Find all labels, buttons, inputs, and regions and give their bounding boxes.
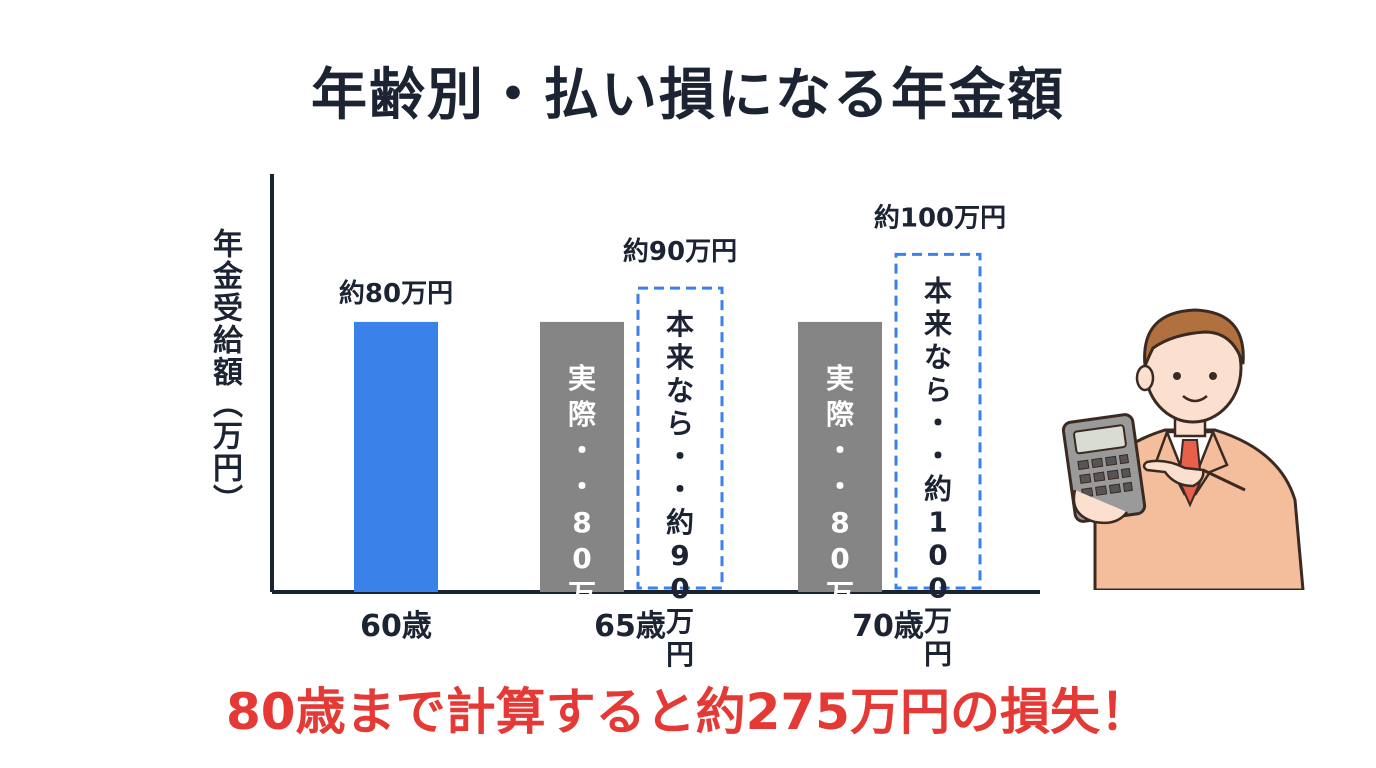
x-tick-label-0: 60歳	[360, 609, 432, 644]
data-label-1: 約90万円	[623, 236, 737, 267]
data-label-0: 約80万円	[339, 278, 453, 309]
bar-actual-1	[540, 321, 624, 592]
bar-actual-0	[354, 321, 438, 592]
y-axis-label: 年金受給額（万円）	[207, 228, 242, 516]
businessman-with-calculator-icon	[1061, 308, 1305, 590]
x-tick-label-2: 70歳	[852, 609, 924, 644]
bar-potential-2	[894, 252, 982, 590]
bar-actual-label-1: 実際・・ 8 0 万円	[568, 362, 596, 647]
x-tick-label-1: 65歳	[594, 609, 666, 644]
bar-potential-label-1: 本来なら・・約 9 0 万円	[666, 308, 694, 671]
page-title: 年齢別・払い損になる年金額	[311, 63, 1065, 128]
loss-message: 80歳まで計算すると約275万円の損失！	[226, 683, 1150, 741]
bar-actual-2	[798, 321, 882, 592]
bar-potential-label-2: 本来なら・・約 1 0 0 万円	[924, 274, 952, 670]
data-label-2: 約100万円	[874, 202, 1006, 233]
bar-actual-label-2: 実際・・ 8 0 万円	[826, 362, 854, 647]
bar-potential-1	[636, 286, 724, 590]
